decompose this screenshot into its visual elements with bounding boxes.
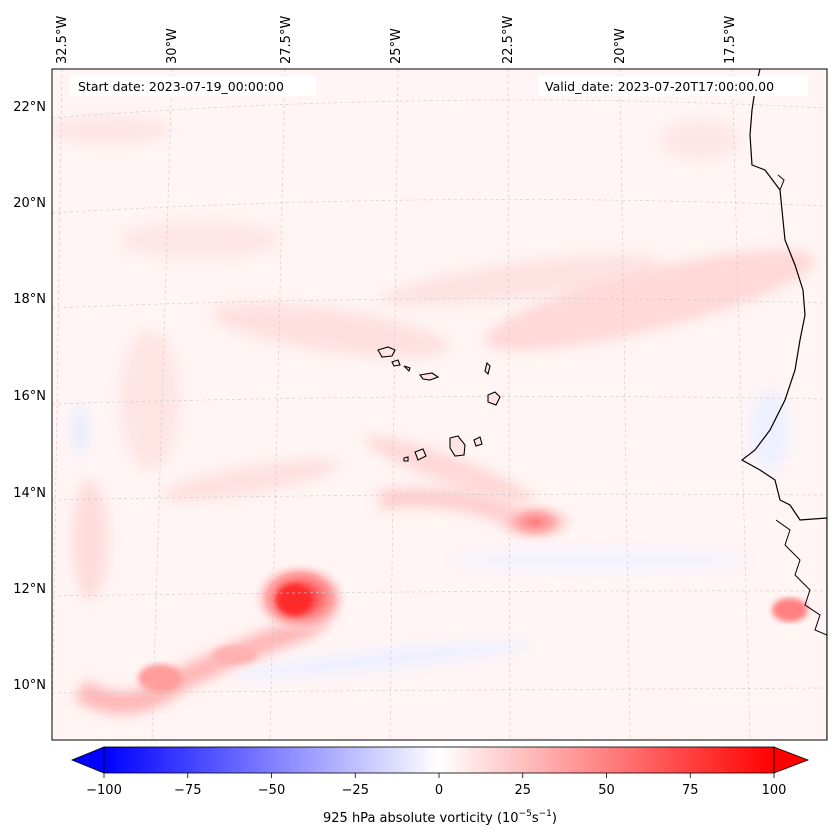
- colorbar-label: 925 hPa absolute vorticity (10−5s−1): [323, 809, 557, 826]
- valid-date-box: [538, 76, 808, 96]
- lat-label: 22°N: [13, 100, 46, 115]
- lat-label: 18°N: [13, 292, 46, 307]
- colorbar-tick-label: −25: [342, 783, 369, 798]
- lon-label: 20°W: [613, 28, 628, 64]
- lon-label: 17.5°W: [723, 16, 738, 64]
- cape-verde-islands: [377, 346, 501, 462]
- colorbar-tick-label: 50: [598, 783, 615, 798]
- lon-label: 30°W: [165, 28, 180, 64]
- vortex-east: [493, 500, 577, 544]
- africa-coastline: [740, 69, 827, 740]
- colorbar-min-extend: [70, 746, 105, 774]
- lon-label: 25°W: [389, 28, 404, 64]
- lat-label: 12°N: [13, 582, 46, 597]
- longitude-labels: 32.5°W 30°W 27.5°W 25°W 22.5°W 20°W 17.5…: [55, 16, 738, 64]
- valid-date-text: Valid_date: 2023-07-20T17:00:00.00: [545, 79, 774, 94]
- colorbar-tick-label: 75: [682, 783, 699, 798]
- lat-label: 20°N: [13, 196, 46, 211]
- map-panel: [52, 69, 827, 740]
- colorbar-tick-label: 0: [435, 783, 443, 798]
- graticule: [52, 69, 827, 740]
- ocean-background: [52, 69, 827, 740]
- colorbar-gradient: [103, 746, 775, 774]
- lon-label: 27.5°W: [279, 16, 294, 64]
- colorbar-tick-label: 25: [514, 783, 531, 798]
- map-frame: [51, 68, 828, 741]
- colorbar-tick-label: 100: [762, 783, 787, 798]
- lon-label: 32.5°W: [55, 16, 70, 64]
- colorbar-max-extend: [773, 746, 810, 774]
- lat-label: 14°N: [13, 486, 46, 501]
- start-date-box: [70, 76, 316, 96]
- colorbar: −100 −75 −50 −25 0 25 50 75 100 925 hPa absolute…: [70, 746, 810, 826]
- lat-label: 10°N: [13, 678, 46, 693]
- colorbar-tick-label: −75: [174, 783, 201, 798]
- colorbar-tick-label: −100: [86, 783, 122, 798]
- latitude-labels: 22°N 20°N 18°N 16°N 14°N 12°N 10°N: [13, 100, 46, 693]
- start-date-text: Start date: 2023-07-19_00:00:00: [78, 79, 284, 94]
- lon-label: 22.5°W: [501, 16, 516, 64]
- lat-label: 16°N: [13, 389, 46, 404]
- colorbar-ticks: −100 −75 −50 −25 0 25 50 75 100: [86, 773, 786, 798]
- colorbar-tick-label: −50: [258, 783, 285, 798]
